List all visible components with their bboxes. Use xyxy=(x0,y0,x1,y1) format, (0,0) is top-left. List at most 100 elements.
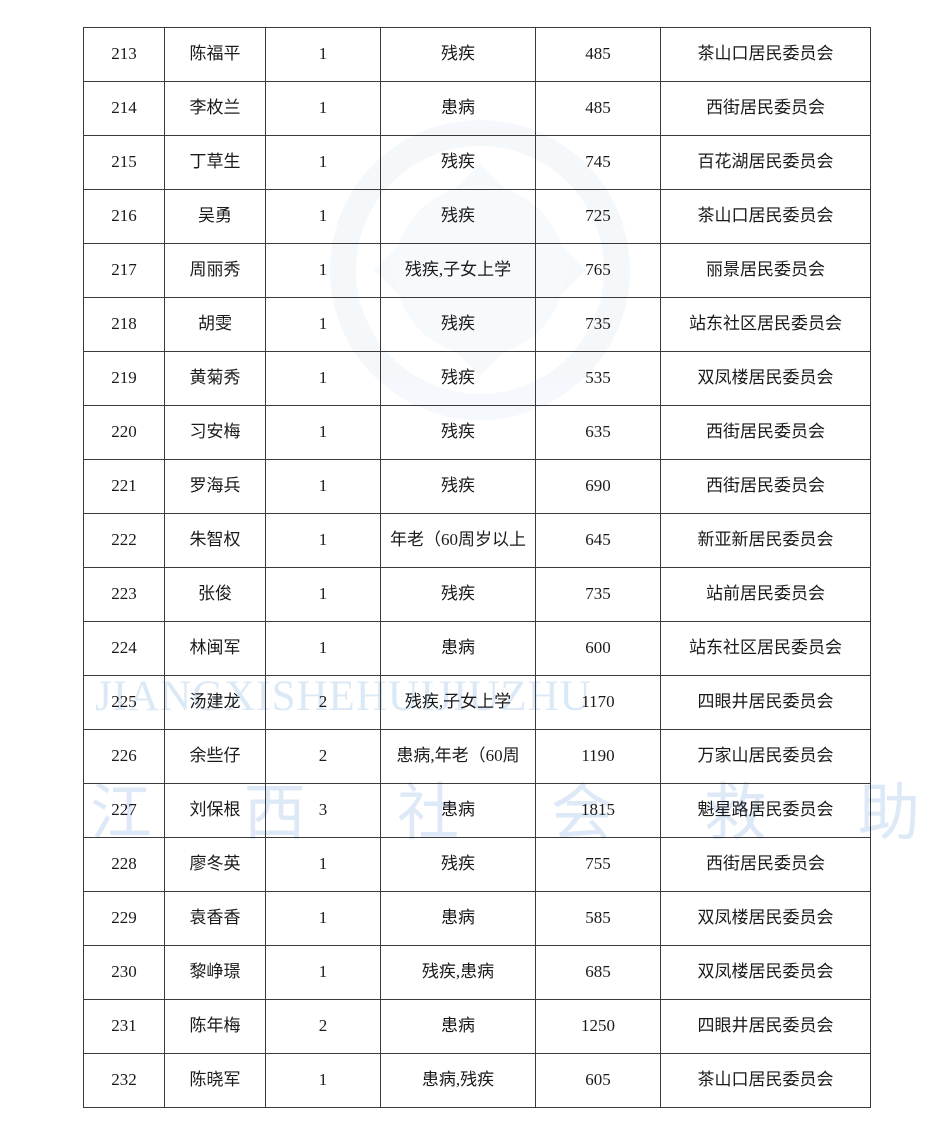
cell-index: 222 xyxy=(83,513,165,568)
cell-name: 黎峥璟 xyxy=(164,945,266,1000)
cell-reason: 残疾 xyxy=(380,837,536,892)
cell-reason: 患病 xyxy=(380,783,536,838)
cell-count: 2 xyxy=(265,675,381,730)
cell-amount: 1190 xyxy=(535,729,661,784)
cell-name: 黄菊秀 xyxy=(164,351,266,406)
cell-amount: 1250 xyxy=(535,999,661,1054)
table-row: 220 习安梅 1 残疾 635 西街居民委员会 xyxy=(83,405,871,460)
roster-table: 213 陈福平 1 残疾 485 茶山口居民委员会 214 李枚兰 1 患病 485 西街居民委员会 2… xyxy=(83,27,871,1108)
cell-name: 李枚兰 xyxy=(164,81,266,136)
cell-reason: 年老（60周岁以上 xyxy=(380,513,536,568)
table-row: 221 罗海兵 1 残疾 690 西街居民委员会 xyxy=(83,459,871,514)
table-row: 215 丁草生 1 残疾 745 百花湖居民委员会 xyxy=(83,135,871,190)
cell-reason: 患病 xyxy=(380,891,536,946)
cell-org: 万家山居民委员会 xyxy=(660,729,871,784)
cell-index: 226 xyxy=(83,729,165,784)
cell-index: 213 xyxy=(83,27,165,82)
cell-name: 胡雯 xyxy=(164,297,266,352)
cell-name: 刘保根 xyxy=(164,783,266,838)
cell-count: 1 xyxy=(265,405,381,460)
cell-index: 215 xyxy=(83,135,165,190)
cell-count: 1 xyxy=(265,513,381,568)
cell-index: 218 xyxy=(83,297,165,352)
roster-table-body: 213 陈福平 1 残疾 485 茶山口居民委员会 214 李枚兰 1 患病 485 西街居民委员会 2… xyxy=(83,27,871,1108)
cell-name: 张俊 xyxy=(164,567,266,622)
cell-count: 1 xyxy=(265,567,381,622)
cell-index: 224 xyxy=(83,621,165,676)
cell-org: 四眼井居民委员会 xyxy=(660,675,871,730)
table-row: 227 刘保根 3 患病 1815 魁星路居民委员会 xyxy=(83,783,871,838)
table-row: 214 李枚兰 1 患病 485 西街居民委员会 xyxy=(83,81,871,136)
cell-reason: 患病 xyxy=(380,999,536,1054)
cell-index: 229 xyxy=(83,891,165,946)
cell-amount: 1815 xyxy=(535,783,661,838)
cell-amount: 690 xyxy=(535,459,661,514)
cell-count: 3 xyxy=(265,783,381,838)
cell-reason: 残疾,子女上学 xyxy=(380,675,536,730)
cell-org: 丽景居民委员会 xyxy=(660,243,871,298)
cell-count: 1 xyxy=(265,81,381,136)
cell-count: 1 xyxy=(265,189,381,244)
cell-count: 1 xyxy=(265,621,381,676)
cell-reason: 残疾 xyxy=(380,567,536,622)
cell-amount: 745 xyxy=(535,135,661,190)
cell-count: 1 xyxy=(265,891,381,946)
cell-reason: 残疾 xyxy=(380,189,536,244)
cell-amount: 600 xyxy=(535,621,661,676)
cell-amount: 765 xyxy=(535,243,661,298)
cell-amount: 725 xyxy=(535,189,661,244)
cell-org: 双凤楼居民委员会 xyxy=(660,891,871,946)
table-row: 223 张俊 1 残疾 735 站前居民委员会 xyxy=(83,567,871,622)
cell-reason: 残疾 xyxy=(380,297,536,352)
cell-reason: 残疾,子女上学 xyxy=(380,243,536,298)
cell-count: 1 xyxy=(265,459,381,514)
cell-count: 2 xyxy=(265,999,381,1054)
cell-reason: 患病,残疾 xyxy=(380,1053,536,1108)
cell-name: 丁草生 xyxy=(164,135,266,190)
cell-org: 西街居民委员会 xyxy=(660,81,871,136)
cell-org: 百花湖居民委员会 xyxy=(660,135,871,190)
cell-reason: 残疾,患病 xyxy=(380,945,536,1000)
cell-index: 228 xyxy=(83,837,165,892)
cell-index: 216 xyxy=(83,189,165,244)
cell-index: 223 xyxy=(83,567,165,622)
cell-count: 1 xyxy=(265,243,381,298)
cell-org: 茶山口居民委员会 xyxy=(660,1053,871,1108)
cell-index: 231 xyxy=(83,999,165,1054)
cell-org: 西街居民委员会 xyxy=(660,459,871,514)
cell-org: 双凤楼居民委员会 xyxy=(660,351,871,406)
cell-reason: 残疾 xyxy=(380,27,536,82)
cell-name: 袁香香 xyxy=(164,891,266,946)
cell-org: 茶山口居民委员会 xyxy=(660,189,871,244)
table-row: 218 胡雯 1 残疾 735 站东社区居民委员会 xyxy=(83,297,871,352)
cell-amount: 585 xyxy=(535,891,661,946)
table-row: 228 廖冬英 1 残疾 755 西街居民委员会 xyxy=(83,837,871,892)
cell-count: 1 xyxy=(265,837,381,892)
table-row: 232 陈晓军 1 患病,残疾 605 茶山口居民委员会 xyxy=(83,1053,871,1108)
cell-org: 新亚新居民委员会 xyxy=(660,513,871,568)
cell-name: 习安梅 xyxy=(164,405,266,460)
cell-name: 周丽秀 xyxy=(164,243,266,298)
cell-count: 1 xyxy=(265,297,381,352)
cell-name: 陈福平 xyxy=(164,27,266,82)
cell-org: 茶山口居民委员会 xyxy=(660,27,871,82)
cell-org: 站前居民委员会 xyxy=(660,567,871,622)
cell-index: 225 xyxy=(83,675,165,730)
cell-index: 221 xyxy=(83,459,165,514)
cell-org: 站东社区居民委员会 xyxy=(660,297,871,352)
table-row: 216 吴勇 1 残疾 725 茶山口居民委员会 xyxy=(83,189,871,244)
cell-org: 站东社区居民委员会 xyxy=(660,621,871,676)
table-row: 230 黎峥璟 1 残疾,患病 685 双凤楼居民委员会 xyxy=(83,945,871,1000)
cell-amount: 645 xyxy=(535,513,661,568)
cell-amount: 485 xyxy=(535,81,661,136)
cell-count: 1 xyxy=(265,351,381,406)
cell-index: 219 xyxy=(83,351,165,406)
cell-reason: 残疾 xyxy=(380,405,536,460)
cell-amount: 685 xyxy=(535,945,661,1000)
cell-index: 230 xyxy=(83,945,165,1000)
cell-amount: 735 xyxy=(535,297,661,352)
cell-amount: 605 xyxy=(535,1053,661,1108)
table-row: 224 林闽军 1 患病 600 站东社区居民委员会 xyxy=(83,621,871,676)
cell-reason: 残疾 xyxy=(380,351,536,406)
cell-count: 1 xyxy=(265,135,381,190)
